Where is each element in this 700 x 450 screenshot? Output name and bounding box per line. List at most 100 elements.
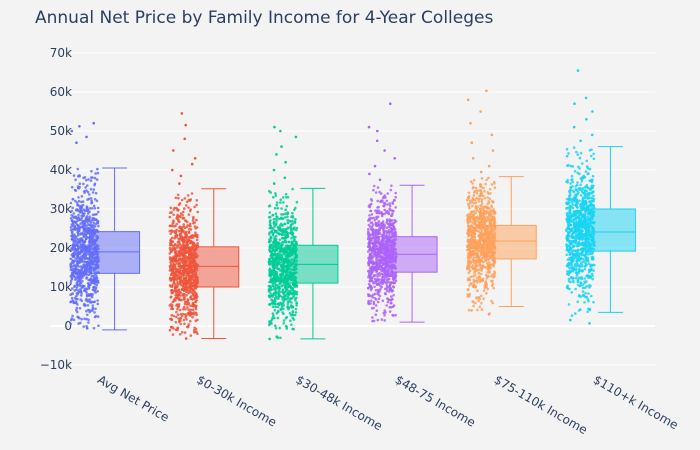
data-point: [88, 217, 91, 220]
data-point: [481, 256, 484, 260]
data-point: [566, 258, 570, 261]
data-point: [482, 289, 486, 292]
data-point: [391, 212, 394, 215]
data-point: [367, 294, 371, 298]
data-point: [95, 274, 98, 277]
data-point: [483, 189, 486, 193]
data-point: [85, 215, 89, 218]
data-point: [77, 196, 80, 199]
data-point: [96, 206, 100, 210]
data-point: [378, 267, 382, 271]
y-tick-label: 40k: [50, 163, 72, 177]
data-point: [70, 186, 74, 189]
data-point: [271, 213, 275, 217]
data-point: [269, 224, 273, 228]
data-point: [96, 302, 100, 306]
data-point: [75, 247, 79, 251]
data-point: [472, 300, 475, 304]
data-point: [290, 301, 293, 304]
data-point: [479, 266, 483, 270]
data-point: [585, 165, 589, 168]
data-point: [368, 214, 371, 217]
data-point: [83, 223, 87, 226]
data-point: [482, 233, 485, 236]
data-point: [285, 315, 289, 319]
data-point: [471, 213, 475, 216]
data-point: [95, 178, 99, 181]
data-point: [275, 274, 278, 277]
data-point: [79, 321, 82, 325]
data-point: [376, 232, 380, 235]
data-point: [185, 282, 188, 286]
data-point: [82, 234, 86, 238]
data-point: [273, 309, 277, 312]
data-point: [73, 289, 76, 292]
data-point: [268, 204, 272, 207]
data-point: [488, 197, 492, 201]
outlier-point: [284, 160, 287, 164]
outlier-point: [373, 164, 377, 168]
data-point: [193, 205, 196, 209]
data-point: [385, 285, 389, 288]
y-tick-label: −10k: [40, 358, 72, 372]
data-point: [477, 268, 481, 272]
data-point: [269, 247, 273, 250]
data-point: [471, 186, 475, 190]
outlier-point: [294, 135, 298, 139]
data-point: [72, 318, 76, 322]
data-point: [482, 225, 486, 229]
data-point: [90, 219, 93, 222]
data-point: [87, 321, 90, 324]
data-point: [96, 315, 100, 318]
data-point: [74, 298, 78, 301]
data-point: [172, 275, 175, 279]
data-point: [181, 264, 185, 268]
data-point: [71, 252, 74, 256]
data-point: [284, 236, 288, 239]
data-point: [177, 240, 180, 243]
data-point: [96, 290, 99, 293]
data-point: [388, 222, 392, 226]
data-point: [188, 242, 192, 245]
data-point: [81, 203, 85, 207]
data-point: [386, 297, 389, 300]
data-point: [175, 303, 179, 306]
data-point: [285, 245, 289, 248]
data-point: [384, 229, 388, 233]
data-point: [278, 286, 281, 289]
data-point: [492, 212, 496, 216]
data-point: [281, 288, 285, 291]
outlier-point: [375, 139, 379, 143]
data-point: [195, 299, 198, 302]
data-point: [291, 316, 295, 320]
data-point: [482, 186, 485, 190]
data-point: [71, 230, 74, 234]
outlier-point: [466, 98, 470, 102]
data-point: [73, 251, 76, 254]
data-point: [171, 247, 174, 250]
data-point: [479, 189, 483, 192]
data-point: [170, 284, 173, 288]
data-point: [83, 176, 87, 179]
data-point: [180, 298, 183, 302]
data-point: [581, 257, 585, 261]
data-point: [178, 333, 182, 336]
data-point: [286, 306, 290, 310]
data-point: [291, 310, 295, 314]
data-point: [394, 195, 397, 199]
data-point: [95, 199, 99, 203]
data-point: [175, 273, 179, 277]
data-point: [468, 217, 472, 221]
data-point: [97, 224, 100, 228]
data-point: [172, 261, 175, 264]
data-point: [174, 299, 177, 302]
data-point: [278, 241, 281, 245]
data-point: [177, 237, 180, 240]
data-point: [477, 241, 480, 245]
data-point: [274, 242, 277, 245]
data-point: [492, 262, 496, 266]
data-point: [88, 193, 91, 196]
data-point: [282, 196, 285, 199]
data-point: [94, 172, 97, 175]
